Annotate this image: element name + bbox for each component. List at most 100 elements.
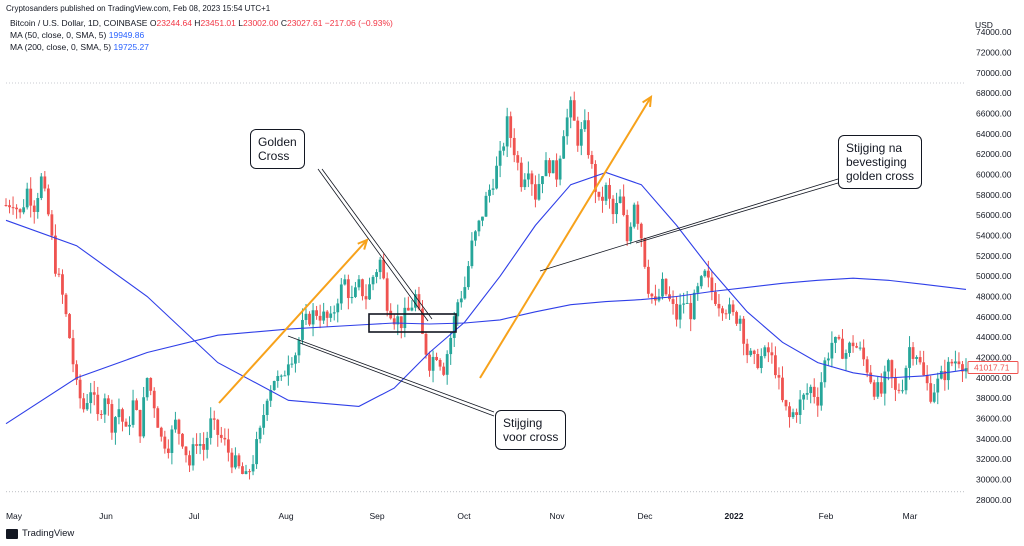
candle-body: [392, 318, 396, 325]
y-tick-label: 38000.00: [976, 393, 1012, 403]
candle-body: [431, 356, 435, 371]
y-tick-label: 66000.00: [976, 109, 1012, 119]
candle-body: [61, 274, 64, 295]
candle-body: [586, 120, 590, 156]
overlay-layer: [218, 95, 839, 417]
candle-body: [777, 375, 781, 378]
candle-body: [519, 162, 523, 188]
candle-body: [855, 346, 858, 348]
x-tick-label: Oct: [457, 511, 471, 521]
candle-body: [491, 188, 495, 190]
candle-body: [781, 377, 784, 401]
candle-body: [784, 400, 788, 407]
candle-body: [601, 196, 604, 201]
candle-body: [848, 342, 851, 354]
candle-body: [678, 304, 682, 320]
ma50-value: 19949.86: [108, 30, 145, 40]
candle-body: [216, 419, 220, 435]
ma50-legend[interactable]: MA (50, close, 0, SMA, 5) 19949.86: [10, 30, 145, 40]
ma-layer: [5, 171, 967, 425]
candle-body: [177, 419, 181, 434]
candle-body: [449, 337, 453, 355]
candle-body: [364, 296, 368, 300]
ma200-legend[interactable]: MA (200, close, 0, SMA, 5) 19725.27: [10, 42, 149, 52]
candle-body: [414, 294, 417, 308]
candle-body: [371, 276, 375, 285]
candle-body: [276, 376, 280, 381]
y-tick-label: 42000.00: [976, 353, 1012, 363]
last-price-tag: [967, 361, 1019, 375]
candle-body: [696, 286, 700, 293]
candle-body: [212, 418, 216, 420]
candle-body: [823, 360, 827, 383]
y-tick-label: 44000.00: [976, 332, 1012, 342]
candle-body: [343, 279, 347, 285]
candle-body: [8, 205, 11, 208]
candle-body: [481, 216, 484, 221]
y-tick-label: 72000.00: [976, 48, 1012, 58]
candle-body: [879, 382, 883, 394]
footer-brand[interactable]: TradingView: [6, 528, 74, 539]
candle-body: [452, 316, 456, 338]
candle-body: [466, 266, 470, 288]
candle-body: [608, 185, 611, 199]
y-tick-label: 50000.00: [976, 271, 1012, 281]
candle-body: [625, 215, 629, 242]
candle-body: [188, 455, 191, 466]
candle-body: [883, 371, 887, 394]
candle-body: [318, 315, 322, 321]
candle-body: [703, 270, 707, 277]
candle-body: [435, 356, 438, 360]
candle-body: [205, 437, 209, 450]
y-tick-label: 34000.00: [976, 434, 1012, 444]
candle-body: [735, 312, 738, 324]
candle-body: [262, 415, 266, 428]
candle-body: [114, 417, 117, 433]
candle-body: [424, 333, 428, 355]
rise-before-pointer-b: [299, 342, 495, 417]
candle-body: [375, 272, 378, 277]
candle-body: [470, 240, 474, 267]
candle-body: [230, 452, 234, 468]
candle-body: [904, 367, 908, 391]
candle-body: [297, 339, 301, 356]
candle-body: [572, 100, 576, 121]
candle-body: [954, 361, 957, 364]
symbol-label: Bitcoin / U.S. Dollar, 1D, COINBASE: [10, 18, 148, 28]
candle-body: [717, 303, 721, 309]
candle-body: [106, 398, 110, 405]
candle-body: [569, 100, 573, 118]
x-tick-label: Aug: [278, 511, 293, 521]
candle-body: [336, 303, 340, 313]
rise-after-pointer-a: [539, 178, 839, 272]
y-tick-label: 60000.00: [976, 170, 1012, 180]
publisher-line: Cryptosanders published on TradingView.c…: [6, 4, 271, 13]
candle-body: [445, 354, 449, 375]
candle-body: [131, 400, 135, 425]
y-tick-label: 58000.00: [976, 190, 1012, 200]
candle-body: [505, 116, 509, 147]
rise-before-pointer-a: [287, 335, 495, 413]
candle-body: [629, 226, 633, 242]
candle-body: [706, 270, 710, 278]
candle-body: [301, 319, 304, 340]
candle-body: [396, 316, 400, 325]
candle-body: [946, 361, 950, 381]
y-tick-label: 28000.00: [976, 495, 1012, 505]
candle-body: [11, 207, 15, 209]
candle-body: [308, 313, 311, 325]
candle-body: [184, 446, 188, 456]
candle-body: [964, 368, 968, 372]
candle-body: [50, 214, 54, 236]
candle-body: [830, 342, 834, 359]
y-tick-label: 30000.00: [976, 475, 1012, 485]
x-tick-label: Jun: [99, 511, 113, 521]
golden-cross-box: [368, 313, 457, 333]
candle-body: [226, 439, 230, 453]
candle-body: [346, 279, 350, 299]
candle-body: [181, 433, 184, 447]
y-tick-label: 46000.00: [976, 312, 1012, 322]
candle-body: [534, 184, 537, 200]
y-axis-currency: USD: [975, 20, 993, 30]
